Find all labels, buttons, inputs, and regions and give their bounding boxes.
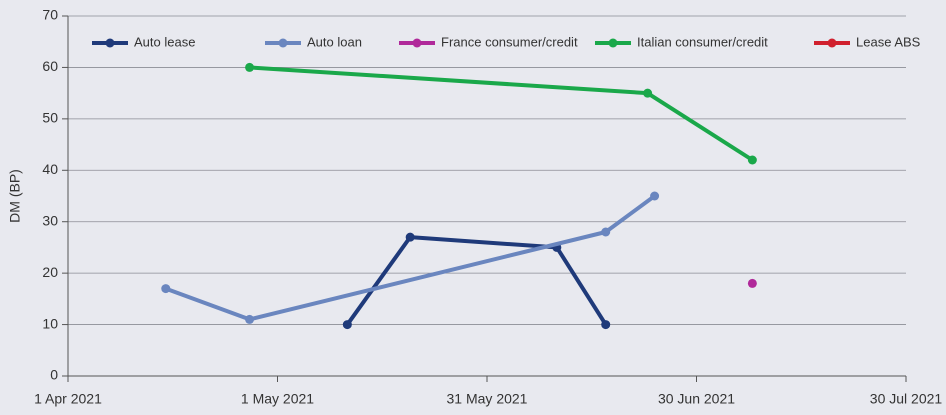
x-tick-label: 30 Jul 2021	[870, 391, 943, 407]
y-tick-label: 30	[42, 212, 58, 228]
y-tick-label: 20	[42, 264, 58, 280]
x-tick-label: 31 May 2021	[447, 391, 528, 407]
x-tick-label: 1 May 2021	[241, 391, 314, 407]
y-tick-label: 70	[42, 7, 58, 23]
data-point	[601, 320, 611, 330]
legend-label: Italian consumer/credit	[637, 34, 768, 49]
legend-swatch-dot	[412, 38, 422, 48]
data-point	[643, 88, 653, 98]
data-point	[245, 314, 255, 324]
y-axis-label: DM (BP)	[7, 169, 23, 223]
data-point	[747, 155, 757, 165]
series-line	[165, 194, 656, 322]
data-point	[747, 278, 757, 288]
legend-label: France consumer/credit	[441, 34, 578, 49]
y-tick-label: 10	[42, 315, 58, 331]
y-tick-label: 50	[42, 110, 58, 126]
y-tick-label: 0	[50, 367, 58, 383]
legend-swatch-dot	[105, 38, 115, 48]
legend-swatch-dot	[608, 38, 618, 48]
legend-label: Auto lease	[134, 34, 195, 49]
series-line	[345, 235, 608, 326]
x-tick-label: 1 Apr 2021	[34, 391, 102, 407]
data-point	[245, 62, 255, 72]
data-point	[650, 191, 660, 201]
legend-swatch-dot	[827, 38, 837, 48]
data-point	[161, 284, 171, 294]
data-point	[342, 320, 352, 330]
data-point	[601, 227, 611, 237]
legend-label: Lease ABS	[856, 34, 921, 49]
y-tick-label: 60	[42, 58, 58, 74]
y-tick-label: 40	[42, 161, 58, 177]
data-point	[405, 232, 415, 242]
legend-swatch-dot	[278, 38, 288, 48]
x-tick-label: 30 Jun 2021	[658, 391, 735, 407]
legend-label: Auto loan	[307, 34, 362, 49]
